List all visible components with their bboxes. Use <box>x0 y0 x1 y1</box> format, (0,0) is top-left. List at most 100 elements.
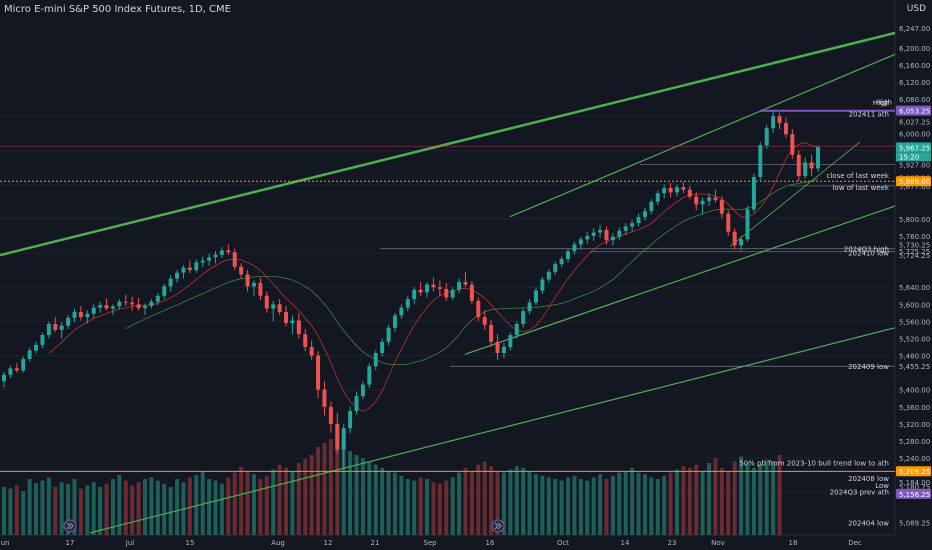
candle-body <box>91 307 96 314</box>
volume-bar <box>341 440 346 535</box>
volume-bar <box>572 475 577 535</box>
candle-body <box>219 250 224 255</box>
candle-body <box>34 344 39 351</box>
candle-body <box>392 315 397 328</box>
volume-bar <box>405 479 410 535</box>
candle-body <box>149 301 154 306</box>
candle-body <box>675 187 679 193</box>
candle-body <box>771 116 776 129</box>
volume-bar <box>450 477 455 535</box>
volume-bar <box>360 458 365 535</box>
time-tick-label: 14 <box>621 539 630 547</box>
volume-bar <box>675 469 679 535</box>
price-tick-label: 6,080.00 <box>899 96 930 104</box>
volume-bar <box>617 472 622 535</box>
candle-body <box>796 154 801 177</box>
volume-bar <box>85 485 90 535</box>
volume-bar <box>604 479 609 535</box>
volume-bar <box>72 479 77 535</box>
volume-bar <box>751 467 756 535</box>
candle-body <box>809 162 814 169</box>
volume-bar <box>527 471 532 535</box>
candle-body <box>546 271 551 280</box>
volume-bar <box>457 472 462 535</box>
volume-bar <box>143 479 147 535</box>
volume-bar <box>123 480 128 535</box>
candle-body <box>168 278 173 287</box>
candle-body <box>777 116 782 124</box>
candle-body <box>85 313 90 318</box>
price-tick-label: 5,800.00 <box>899 216 930 224</box>
price-tick-label: 5,400.00 <box>899 387 930 395</box>
trend-lines <box>0 31 896 534</box>
volume-bar <box>546 477 551 535</box>
time-tick-label: 18 <box>789 539 798 547</box>
candle-body <box>476 300 481 318</box>
time-tick-label: Aug <box>271 539 285 547</box>
volume-bar <box>226 477 231 535</box>
candle-body <box>681 187 686 190</box>
price-tick-label: 5,480.00 <box>899 353 930 361</box>
candle-body <box>540 279 545 291</box>
volume-bar <box>694 464 699 535</box>
volume-bar <box>444 480 449 535</box>
price-tick-label: 6,247.00 <box>899 25 930 33</box>
time-tick-label: Nov <box>711 539 725 547</box>
volume-bar <box>591 477 596 535</box>
candle-body <box>264 295 269 309</box>
volume-bar <box>277 464 282 535</box>
currency-label[interactable]: USD <box>906 4 926 14</box>
price-tick-label: 5,760.00 <box>899 233 930 241</box>
price-tick-label: 5,600.00 <box>899 301 930 309</box>
candle-body <box>130 302 135 305</box>
candle-body <box>40 335 45 345</box>
candle-body <box>123 301 128 303</box>
annotation-label: close of last week <box>827 172 890 180</box>
volume-bar <box>495 471 500 535</box>
volume-bar <box>348 451 353 535</box>
volume-bar <box>681 466 686 535</box>
annotation-label: 202408 low <box>848 475 889 483</box>
candle-body <box>668 188 673 193</box>
price-tick-label: 5,280.00 <box>899 438 930 446</box>
candle-body <box>284 311 289 324</box>
volume-bar <box>386 471 391 535</box>
volume-bar <box>296 463 301 535</box>
candle-body <box>726 213 731 232</box>
volume-bar <box>46 477 51 535</box>
price-tick-label: 5,724.25 <box>899 252 930 260</box>
volume-bar <box>219 483 224 535</box>
candle-body <box>694 196 699 205</box>
time-tick-label: 16 <box>486 539 495 547</box>
price-tag-bg <box>896 142 931 153</box>
volume-bar <box>380 467 385 535</box>
volume-bar <box>66 483 71 535</box>
candle-body <box>117 301 122 307</box>
candle-body <box>175 272 180 279</box>
volume-bar <box>585 480 590 535</box>
candle-body <box>59 325 64 330</box>
volume-bar <box>110 479 115 535</box>
volume-bar <box>335 435 340 535</box>
candle-body <box>309 347 314 356</box>
price-tick-label: 5,877.00 <box>899 183 930 191</box>
time-axis: Jun 17 Jul 15 Aug 12 21 Sep 16 Oct 14 23 Nov 18 Dec <box>0 539 862 547</box>
candle-body <box>290 320 295 324</box>
candle-body <box>598 229 603 233</box>
volume-bar <box>739 456 744 535</box>
volume-bar <box>309 455 314 535</box>
volume-bar <box>662 475 667 535</box>
price-axis: 6,247.00 6,200.00 6,160.00 6,120.00 6,080.00… <box>899 25 930 528</box>
volume-bar <box>53 487 58 535</box>
candle-body <box>751 176 756 210</box>
annotation-label: 50% pb from 2023-10 bull trend low to at… <box>739 459 889 467</box>
short-trendline <box>729 141 861 247</box>
volume-bar <box>258 479 263 535</box>
volume-bar <box>623 471 628 535</box>
volume-bar <box>501 472 506 535</box>
chart-title: Micro E-mini S&P 500 Index Futures, 1D, … <box>4 4 231 15</box>
candle-body <box>687 189 692 197</box>
volume-bar <box>687 467 692 535</box>
